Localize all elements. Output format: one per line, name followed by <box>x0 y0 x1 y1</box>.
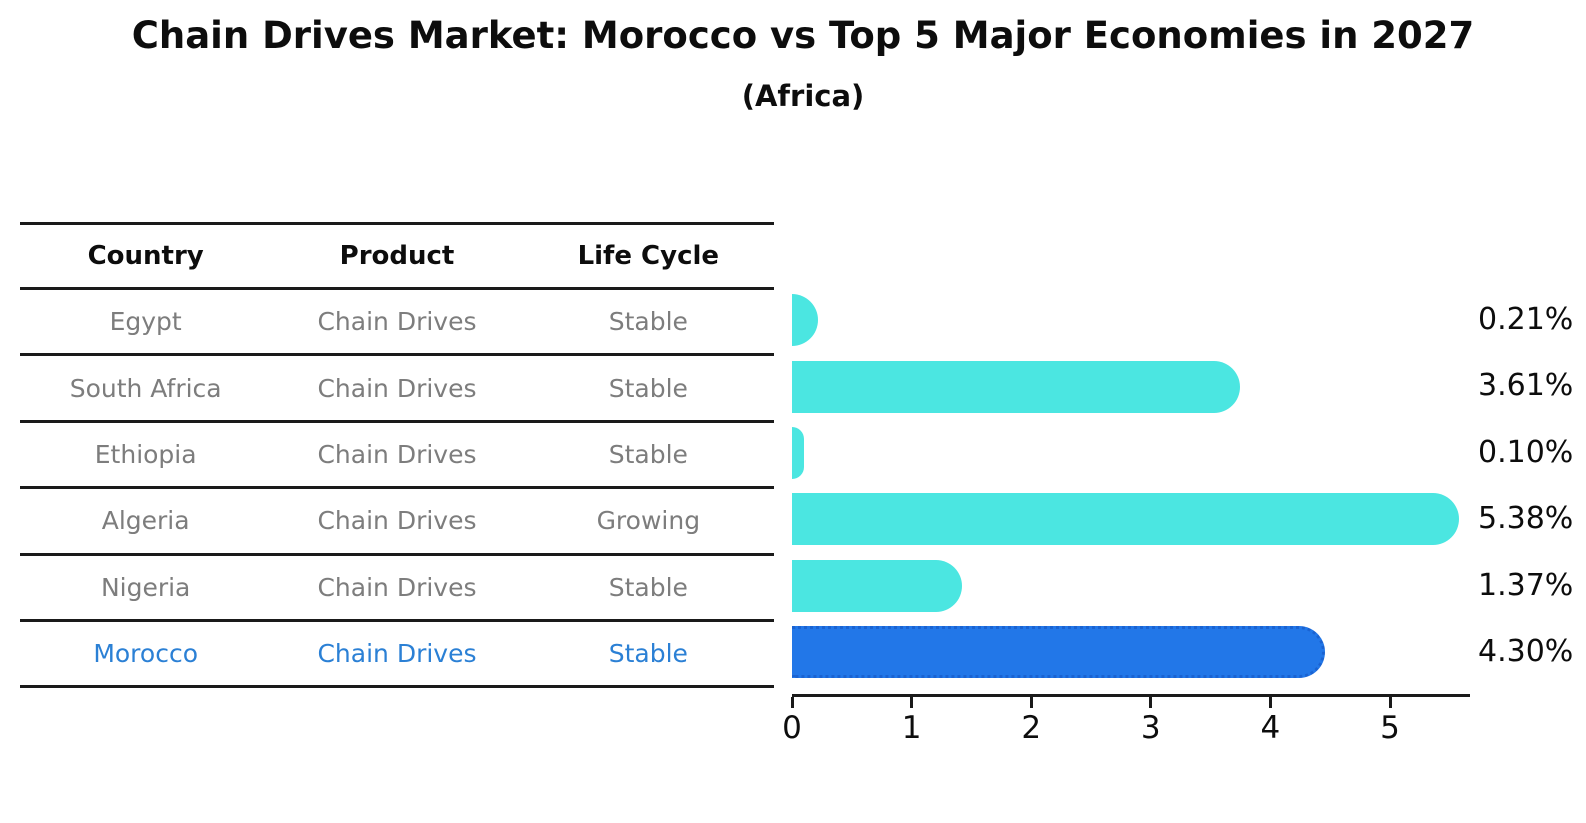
table-cell-life-cycle: Stable <box>608 572 688 602</box>
table-cell-product: Chain Drives <box>317 307 477 337</box>
value-label: 4.30% <box>1478 634 1574 669</box>
value-labels: 0.21% 3.61% 0.10% 5.38% 1.37% 4.30% <box>1478 287 1586 686</box>
table-cell-country: Nigeria <box>100 572 191 602</box>
table-header-life-cycle: Life Cycle <box>577 241 720 271</box>
value-label: 0.10% <box>1478 434 1574 470</box>
table-cell-country: Ethiopia <box>94 439 197 469</box>
table-row: Ethiopia Chain Drives Stable <box>20 423 774 490</box>
table-cell-life-cycle: Stable <box>608 439 688 469</box>
x-tick-label: 2 <box>1021 710 1042 746</box>
bar-south-africa <box>792 360 1240 413</box>
x-tick-label: 1 <box>901 710 922 746</box>
x-tick-mark <box>910 697 914 708</box>
table-header-product: Product <box>339 241 455 271</box>
x-axis-line <box>792 694 1470 697</box>
table-cell-country: Algeria <box>101 506 190 536</box>
value-label: 5.38% <box>1478 501 1574 537</box>
x-tick-mark <box>1268 697 1272 708</box>
table-cell-life-cycle: Stable <box>608 373 688 403</box>
table-header-country: Country <box>87 241 204 271</box>
x-tick-label: 4 <box>1260 710 1281 746</box>
x-tick-label: 0 <box>782 710 802 746</box>
x-tick-mark <box>790 697 794 708</box>
x-tick-label: 5 <box>1380 710 1400 746</box>
bar-ethiopia <box>792 427 805 479</box>
value-label: 1.37% <box>1478 567 1574 603</box>
table-cell-life-cycle: Stable <box>608 307 688 337</box>
table-cell-product: Chain Drives <box>317 639 477 669</box>
bar-morocco <box>792 626 1326 679</box>
table-cell-product: Chain Drives <box>317 506 477 536</box>
table-cell-product: Chain Drives <box>317 373 477 403</box>
table-cell-product: Chain Drives <box>317 572 477 602</box>
value-label: 0.21% <box>1478 302 1574 337</box>
table-row: Egypt Chain Drives Stable <box>20 290 774 357</box>
x-tick-mark <box>1388 697 1392 708</box>
bar-egypt <box>792 294 819 347</box>
bar-nigeria <box>792 559 962 612</box>
table-cell-life-cycle: Growing <box>596 506 701 536</box>
table-header-row: Country Product Life Cycle <box>20 225 774 290</box>
table-row: Morocco Chain Drives Stable <box>20 622 774 689</box>
x-axis: 0 1 2 3 4 5 <box>782 694 1470 754</box>
bar-plot <box>792 287 1472 686</box>
table-cell-country: South Africa <box>69 373 222 403</box>
table-row: Nigeria Chain Drives Stable <box>20 556 774 622</box>
table-row: South Africa Chain Drives Stable <box>20 356 774 423</box>
x-tick-label: 3 <box>1140 710 1161 746</box>
table-cell-country: Morocco <box>93 639 198 669</box>
x-tick-mark <box>1029 697 1033 708</box>
value-label: 3.61% <box>1478 368 1574 404</box>
table-cell-life-cycle: Stable <box>608 639 688 669</box>
table-body: Egypt Chain Drives Stable South Africa Chain… <box>20 290 774 689</box>
bar-algeria <box>792 493 1460 546</box>
table-cell-country: Egypt <box>109 307 182 337</box>
table-cell-product: Chain Drives <box>317 439 477 469</box>
table-row: Algeria Chain Drives Growing <box>20 489 774 556</box>
comparison-table: Country Product Life Cycle Egypt Chain Dr… <box>20 222 774 689</box>
x-tick-mark <box>1149 697 1153 708</box>
chart-subtitle: (Africa) <box>741 79 865 113</box>
chart-title: Chain Drives Market: Morocco vs Top 5 Ma… <box>131 14 1475 57</box>
